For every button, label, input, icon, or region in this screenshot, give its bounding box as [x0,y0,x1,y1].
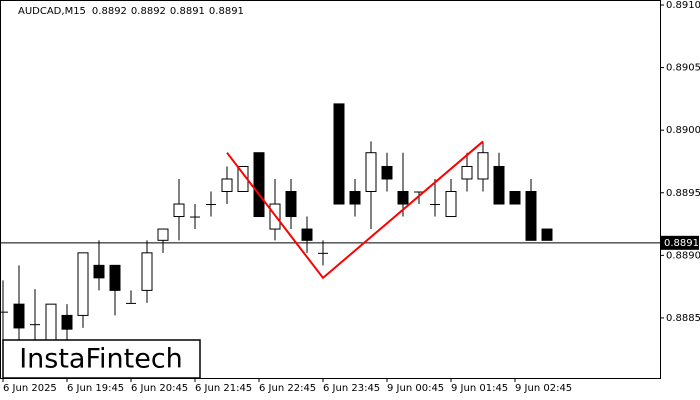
ohlc-value: 0.8892 [92,6,127,17]
candle-body [397,191,409,205]
candle-body [509,191,521,205]
candle-body [77,252,89,316]
candle-body [13,303,25,329]
chart-title: AUDCAD,M15 [18,6,86,17]
x-tick-label: 6 Jun 19:45 [67,383,124,394]
candle-body [461,165,473,180]
x-tick-label: 6 Jun 20:45 [131,383,188,394]
candle-body [493,165,505,205]
candle-body [61,314,73,330]
y-tick-label: 0.8885 [666,313,700,324]
x-tick-label: 6 Jun 2025 [3,383,57,394]
ohlc-value: 0.8891 [209,6,244,17]
candle-body [365,152,377,193]
candle-body [93,264,105,279]
candle-body [285,191,297,218]
candle-body [141,252,153,291]
candle-body [126,302,136,304]
candle-body [157,228,169,241]
candle-body [109,264,121,291]
candle-body [430,204,440,206]
candle-body [301,228,313,241]
candle-body [349,191,361,205]
candle-body [45,303,57,344]
y-tick-label: 0.8890 [666,250,700,261]
y-tick-label: 0.8895 [666,188,700,199]
candle-body [206,204,216,206]
candle-body [0,311,8,313]
x-tick-label: 6 Jun 23:45 [323,383,380,394]
candle-body [541,228,553,241]
logo-box [2,339,201,379]
ohlc-readout: 0.8892 0.8892 0.8891 0.8891 [92,6,244,17]
x-tick-label: 6 Jun 21:45 [195,383,252,394]
ohlc-value: 0.8891 [170,6,205,17]
plot-frame [0,0,661,379]
x-tick-label: 9 Jun 00:45 [387,383,444,394]
current-price-label: 0.8891 [664,238,699,249]
candle-body [30,324,40,326]
candle-body [477,152,489,180]
logo: InstaFintech [19,344,183,375]
y-tick-label: 0.8910 [666,0,700,11]
candle-body [333,103,345,205]
candle-body [381,165,393,180]
candle-body [318,252,328,254]
ohlc-value: 0.8892 [131,6,166,17]
candle-body [190,216,200,218]
candle-body [253,152,265,218]
pattern-line [226,140,484,280]
x-tick-label: 9 Jun 02:45 [515,383,572,394]
candle-body [221,178,233,193]
y-tick-label: 0.8900 [666,125,700,136]
candle-body [525,191,537,241]
candle-body [445,191,457,218]
x-tick-label: 9 Jun 01:45 [451,383,508,394]
current-price-box [661,235,699,250]
candle-body [414,191,424,193]
x-tick-label: 6 Jun 22:45 [259,383,316,394]
y-tick-label: 0.8905 [666,63,700,74]
candle-body [173,203,185,218]
